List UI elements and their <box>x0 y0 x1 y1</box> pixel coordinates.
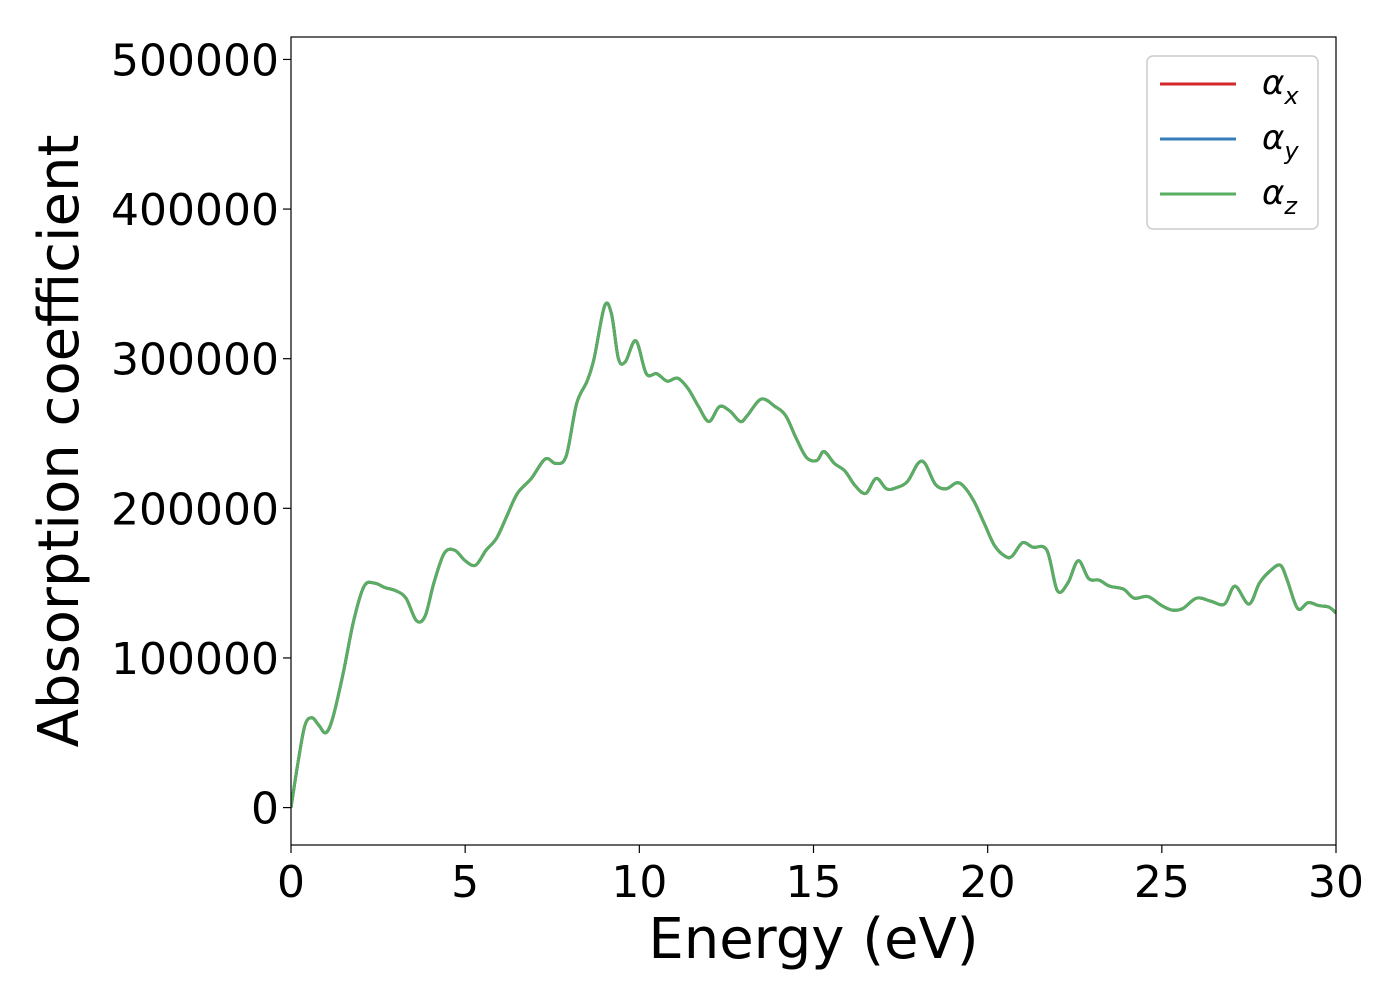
series-layer <box>291 301 1336 808</box>
y-tick-label: 0 <box>251 784 279 835</box>
legend-label-alpha-y: αy <box>1262 118 1299 165</box>
y-axis: 0 100000 200000 300000 400000 500000 <box>111 35 291 835</box>
y-tick-label: 500000 <box>111 35 279 86</box>
x-tick-label: 15 <box>786 857 842 908</box>
x-tick-label: 5 <box>451 857 479 908</box>
series-line-alpha-x <box>291 301 1336 808</box>
series-line-alpha-y <box>291 301 1336 808</box>
y-tick-label: 200000 <box>111 484 279 535</box>
x-axis-title: Energy (eV) <box>648 907 978 972</box>
y-axis-title: Absorption coefficient <box>27 135 92 748</box>
legend: αx αy αz <box>1146 55 1319 230</box>
x-tick-label: 10 <box>611 857 667 908</box>
x-tick-label: 25 <box>1134 857 1190 908</box>
y-tick-label: 400000 <box>111 185 279 236</box>
x-axis: 0 5 10 15 20 25 30 <box>277 845 1364 908</box>
x-tick-label: 20 <box>960 857 1016 908</box>
legend-label-alpha-x: αx <box>1262 63 1299 110</box>
series-line-alpha-z <box>291 301 1336 808</box>
y-tick-label: 300000 <box>111 335 279 386</box>
x-tick-label: 0 <box>277 857 305 908</box>
legend-box <box>1146 55 1319 230</box>
x-tick-label: 30 <box>1308 857 1364 908</box>
y-tick-label: 100000 <box>111 634 279 685</box>
legend-label-alpha-z: αz <box>1262 173 1298 220</box>
